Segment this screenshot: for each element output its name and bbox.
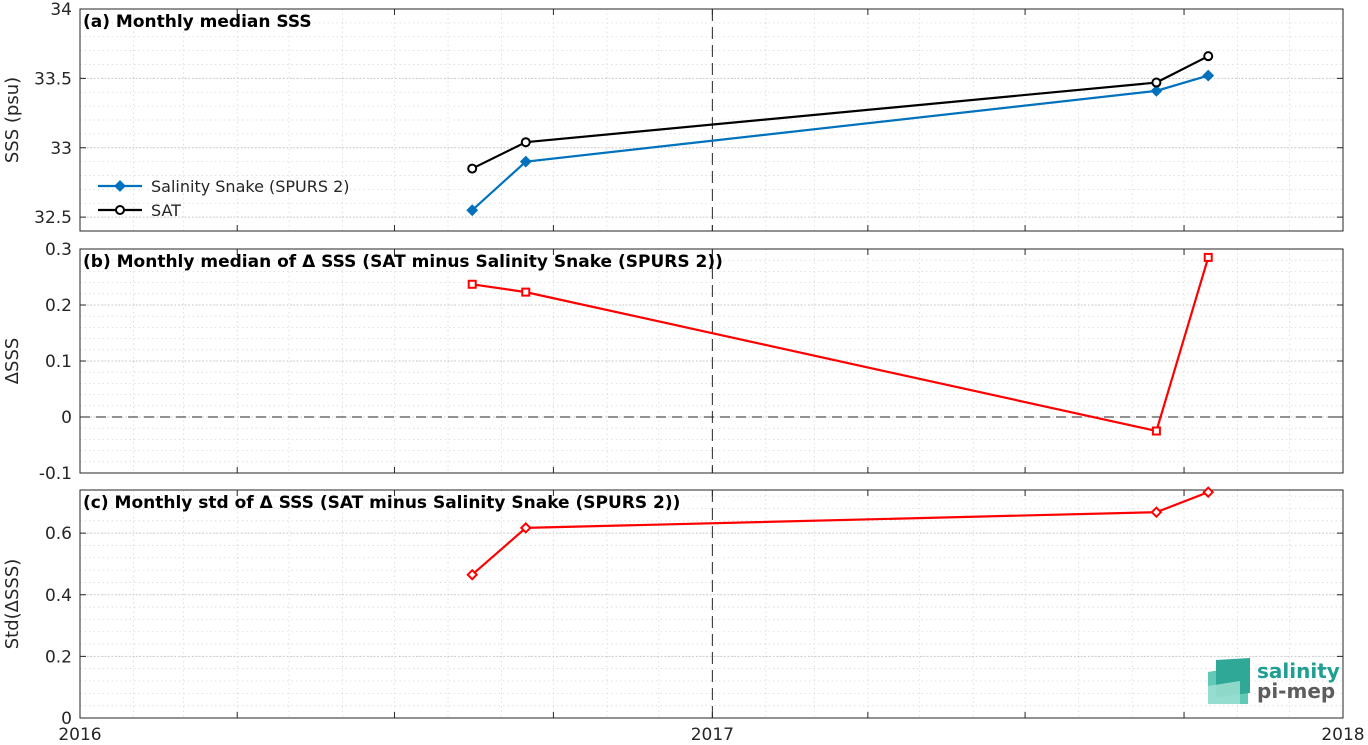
data-point xyxy=(1150,506,1163,519)
data-point xyxy=(1202,486,1215,499)
data-point xyxy=(1202,69,1215,82)
y-tick-label: 0 xyxy=(61,709,72,729)
y-tick-label: 33.5 xyxy=(34,69,72,89)
data-point xyxy=(519,155,532,168)
series-2 xyxy=(467,51,1214,174)
series-line xyxy=(471,55,1209,170)
panel-c: 0 0.2 0.4 0.6 2016 2017 2018 Std(ΔSSS) (c) Month… xyxy=(2,486,1365,745)
y-axis-label: SSS (psu) xyxy=(2,77,23,163)
data-point xyxy=(520,137,531,148)
data-point xyxy=(1150,84,1163,97)
legend: Salinity Snake (SPURS 2) SAT xyxy=(98,177,350,220)
legend-marker xyxy=(114,180,126,192)
panel-title: (b) Monthly median of Δ SSS (SAT minus S… xyxy=(83,252,723,272)
y-tick-label: 0.6 xyxy=(45,524,72,544)
data-point xyxy=(466,568,479,581)
y-axis-label: ΔSSS xyxy=(2,338,23,385)
salinity-pi-mep-logo: salinity pi-mep xyxy=(1208,658,1340,704)
y-tick-label: 0.4 xyxy=(45,586,72,606)
series-line xyxy=(472,257,1210,433)
data-point xyxy=(467,163,478,174)
y-tick-label: -0.1 xyxy=(39,464,72,484)
series-line xyxy=(471,74,1209,212)
logo-line1: salinity xyxy=(1257,659,1340,683)
data-point xyxy=(467,279,477,289)
series-1 xyxy=(467,252,1213,436)
series-1 xyxy=(466,486,1215,581)
panel-b: -0.1 0 0.1 0.2 0.3 ΔSSS (b) Monthly median of … xyxy=(2,240,1344,484)
logo-line2: pi-mep xyxy=(1257,679,1335,703)
data-point xyxy=(1203,252,1213,262)
y-tick-label: 0.2 xyxy=(45,647,72,667)
x-tick-label: 2016 xyxy=(58,725,101,745)
data-point xyxy=(519,521,532,534)
y-tick-label: 0 xyxy=(61,408,72,428)
y-tick-label: 34 xyxy=(50,0,72,20)
panel-a: 32.5 33 33.5 34 SSS (psu) (a) Monthly median … xyxy=(2,0,1344,232)
data-point xyxy=(1151,426,1161,436)
legend-label: SAT xyxy=(151,201,181,220)
panel-title: (c) Monthly std of Δ SSS (SAT minus Sali… xyxy=(83,493,680,513)
series-line xyxy=(471,491,1209,576)
data-point xyxy=(1151,77,1162,88)
y-tick-label: 33 xyxy=(50,139,72,159)
legend-marker xyxy=(115,205,125,215)
y-axis-label: Std(ΔSSS) xyxy=(2,559,23,650)
y-tick-label: 0.1 xyxy=(45,352,72,372)
y-tick-label: 0.3 xyxy=(45,240,72,260)
axes-box xyxy=(79,8,1344,232)
legend-label: Salinity Snake (SPURS 2) xyxy=(151,177,350,196)
y-tick-label: 0.2 xyxy=(45,296,72,316)
axes-box xyxy=(79,489,1344,719)
data-point xyxy=(1203,51,1214,62)
logo-mark-icon xyxy=(1208,658,1250,704)
x-tick-label: 2018 xyxy=(1321,725,1364,745)
data-point xyxy=(521,287,531,297)
data-point xyxy=(466,204,479,217)
panel-title: (a) Monthly median SSS xyxy=(83,12,312,32)
series-1 xyxy=(466,69,1215,217)
x-tick-label: 2017 xyxy=(691,725,734,745)
y-tick-label: 32.5 xyxy=(34,208,72,228)
